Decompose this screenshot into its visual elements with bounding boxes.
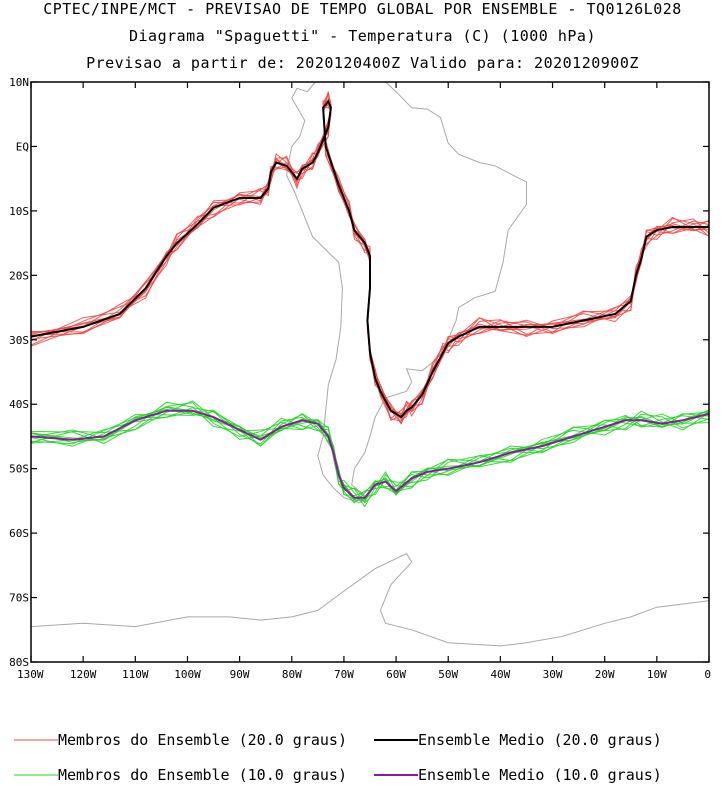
y-tick-label: 20S <box>9 269 29 282</box>
x-tick-label: 120W <box>70 668 97 681</box>
x-axis-ticks: 130W 120W 110W 100W 90W 80W 70W 60W 50W 40W 30W 20W… <box>17 82 711 681</box>
ensemble-mean-line <box>31 99 709 419</box>
ensemble-member-line <box>31 400 709 498</box>
x-tick-label: 80W <box>282 668 302 681</box>
chart-title-line-1: CPTEC/INPE/MCT - PREVISAO DE TEMPO GLOBA… <box>43 0 682 18</box>
x-tick-label: 90W <box>230 668 250 681</box>
ensemble-mean-line <box>31 409 709 499</box>
y-tick-label: EQ <box>16 140 29 153</box>
legend: Membros do Ensemble (20.0 graus) Ensemble… <box>14 731 662 784</box>
y-tick-label: 80S <box>9 656 29 669</box>
ensemble-mean-layer <box>31 99 709 499</box>
ensemble-member-line <box>31 407 709 497</box>
x-tick-label: 60W <box>386 668 406 681</box>
y-tick-label: 30S <box>9 334 29 347</box>
chart-title-line-2: Diagrama "Spaguetti" - Temperatura (C) (… <box>128 27 596 45</box>
x-tick-label: 30W <box>543 668 563 681</box>
x-tick-label: 130W <box>17 668 44 681</box>
coastline-layer <box>31 82 709 647</box>
x-tick-label: 20W <box>595 668 615 681</box>
y-tick-label: 50S <box>9 463 29 476</box>
map-frame <box>30 81 710 663</box>
y-axis-ticks: 10N EQ 10S 20S 30S 40S 50S 60S 70S 80S <box>9 76 709 669</box>
antarctica-coastline <box>31 553 709 647</box>
x-tick-label: 40W <box>490 668 510 681</box>
y-tick-label: 10N <box>9 76 29 89</box>
x-tick-label: 10W <box>647 668 667 681</box>
y-tick-label: 40S <box>9 398 29 411</box>
y-tick-label: 60S <box>9 527 29 540</box>
x-tick-label: 50W <box>438 668 458 681</box>
ensemble-member-line <box>31 401 709 508</box>
y-tick-label: 70S <box>9 592 29 605</box>
legend-label: Ensemble Medio (10.0 graus) <box>418 766 662 784</box>
x-tick-label: 100W <box>174 668 201 681</box>
x-tick-label: 110W <box>122 668 149 681</box>
south-america-coastline <box>286 82 527 504</box>
legend-label: Membros do Ensemble (10.0 graus) <box>58 766 347 784</box>
chart-title-line-3: Previsao a partir de: 2020120400Z Valido… <box>86 54 639 72</box>
legend-label: Membros do Ensemble (20.0 graus) <box>58 731 347 749</box>
x-tick-label: 70W <box>334 668 354 681</box>
legend-label: Ensemble Medio (20.0 graus) <box>418 731 662 749</box>
y-tick-label: 10S <box>9 205 29 218</box>
x-tick-label: 0 <box>704 668 711 681</box>
